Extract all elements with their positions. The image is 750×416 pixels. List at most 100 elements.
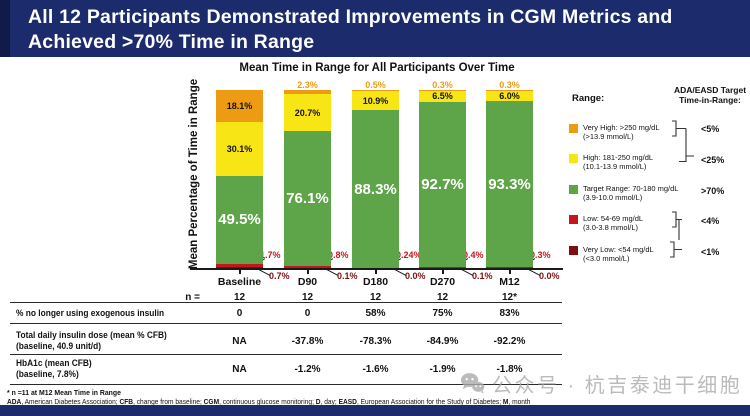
high-swatch-icon (569, 154, 578, 163)
x-label-d180: D180 (362, 276, 389, 288)
segment-high: 20.7% (284, 94, 331, 131)
slide-title: All 12 Participants Demonstrated Improve… (28, 5, 673, 55)
segment-very-low (216, 266, 263, 268)
x-tick (374, 268, 377, 274)
segment-very-high (352, 90, 399, 92)
legend-item-label: Target Range: 70-180 mg/dL (3.9-10.0 mmol… (583, 183, 679, 202)
n-value: 12 (369, 292, 382, 303)
very-low-value-label: 0.1% (337, 271, 358, 281)
legend-item-high: High: 181-250 mg/dL (10.1-13.9 mmol/L) (569, 153, 684, 171)
target-range: >70% (701, 185, 725, 196)
target-low: <4% (701, 216, 720, 226)
table-cell: NA (232, 364, 247, 375)
very-high-value-label: 18.1% (226, 100, 253, 111)
row-label-insulin-dose: Total daily insulin dose (mean % CFB) (16, 330, 167, 341)
table-cell: -1.9% (429, 364, 456, 375)
legend-item-target: Target Range: 70-180 mg/dL (3.9-10.0 mmol… (569, 184, 684, 202)
target-value-label: 76.1% (286, 190, 329, 208)
segment-high: 10.9% (352, 91, 399, 111)
legend-item-very-high: Very High: >250 mg/dL (>13.9 mmol/L) (569, 123, 684, 141)
slide-title-line2: Achieved >70% Time in Range (28, 31, 315, 53)
segment-very-high (486, 90, 533, 91)
x-label-m12: M12 (499, 276, 520, 288)
bar-stack: 88.3% 10.9% (352, 90, 399, 268)
table-cell: 75% (432, 308, 453, 319)
row-label-insulin-dose-baseline: (baseline, 40.9 unit/d) (16, 341, 102, 352)
legend-item-label: Very High: >250 mg/dL (>13.9 mmol/L) (583, 122, 660, 141)
legend-target-header-line2: Time-in-Range: (679, 94, 741, 105)
very-low-value-label: 0.1% (472, 271, 493, 281)
low-value-label: 0.24% (396, 250, 422, 260)
bar-stack: 49.5% 30.1% 18.1% (216, 89, 263, 268)
table-cell: -1.8% (496, 364, 523, 375)
table-rule (10, 354, 562, 355)
table-cell: -1.2% (294, 364, 321, 375)
header-left-edge (0, 0, 10, 57)
target-value-label: 49.5% (218, 211, 261, 229)
segment-low (419, 267, 466, 268)
y-axis-label: Mean Percentage of Time in Range (188, 78, 200, 270)
x-tick (508, 268, 511, 274)
abbreviations-note: ADA, American Diabetes Association; CFB,… (7, 397, 531, 406)
bar-stack: 76.1% 20.7% (284, 90, 331, 268)
legend-item-label: Very Low: <54 mg/dL (<3.0 mmol/L) (583, 244, 654, 263)
target-value-label: 92.7% (421, 176, 464, 194)
bar-d90: 2.3% 0.8% 0.1% 76.1% 20.7% (284, 80, 358, 281)
table-cell: 58% (365, 308, 386, 319)
bar-m12: 0.3% 0.3% 0.0% 93.3% 6.0% (486, 80, 560, 281)
very-high-value-label: 0.3% (432, 80, 453, 90)
x-label-d90: D90 (297, 276, 318, 288)
target-value-label: 88.3% (354, 180, 397, 198)
low-value-label: 0.4% (463, 250, 484, 260)
table-cell: 0 (236, 308, 243, 319)
very-high-value-label: 0.3% (499, 80, 520, 90)
n-value: 12 (301, 292, 314, 303)
wechat-icon (460, 373, 485, 394)
x-label-baseline: Baseline (217, 276, 262, 288)
high-value-label: 6.0% (499, 91, 520, 102)
watermark-text: 公众号 · 杭吉泰迪干细胞 (492, 375, 743, 397)
bar-d270: 0.3% 0.4% 0.1% 92.7% 6.5% (419, 80, 493, 281)
bar-stack: 92.7% 6.5% (419, 90, 466, 268)
bottom-bar (0, 405, 750, 416)
table-cell: 0 (304, 308, 311, 319)
legend-range-header: Range: (572, 93, 605, 104)
row-label-insulin-free: % no longer using exogenous insulin (16, 308, 165, 319)
high-value-label: 10.9% (362, 95, 389, 106)
table-cell: NA (232, 336, 247, 347)
legend-item-label: High: 181-250 mg/dL (10.1-13.9 mmol/L) (583, 153, 654, 171)
legend-brackets (670, 120, 694, 258)
segment-low (284, 266, 331, 268)
legend-target-header: ADA/EASD Target Time-in-Range: (663, 85, 750, 105)
segment-target: 88.3% (352, 110, 399, 268)
x-tick (441, 268, 444, 274)
very-low-value-label: 0.0% (539, 271, 560, 281)
segment-very-high: 18.1% (216, 89, 263, 123)
low-value-label: 1.7% (260, 250, 281, 260)
table-cell: -1.6% (362, 364, 389, 375)
very-high-swatch-icon (569, 123, 578, 133)
table-rule (10, 323, 562, 324)
n-value: 12* (501, 292, 517, 303)
very-low-swatch-icon (569, 245, 578, 255)
segment-target: 49.5% (216, 175, 263, 264)
chart-title: Mean Time in Range for All Participants … (239, 62, 515, 74)
very-high-value-label: 2.3% (297, 80, 318, 90)
table-cell: 83% (499, 308, 520, 319)
table-rule (10, 384, 562, 385)
segment-target: 92.7% (419, 102, 466, 268)
bar-stack: 93.3% 6.0% (486, 90, 533, 268)
low-swatch-icon (569, 215, 578, 224)
slide-title-line1: All 12 Participants Demonstrated Improve… (28, 6, 673, 28)
target-very-high: <5% (701, 124, 720, 134)
high-value-label: 30.1% (226, 143, 253, 154)
n-value: 12 (233, 292, 246, 303)
n-value: 12 (436, 292, 449, 303)
low-value-label: 0.8% (328, 250, 349, 260)
very-low-value-label: 0.0% (405, 271, 426, 281)
segment-low (216, 263, 263, 267)
table-cell: -92.2% (493, 336, 526, 347)
high-value-label: 20.7% (294, 107, 321, 118)
legend-item-label: Low: 54-69 mg/dL (3.0-3.8 mmol/L) (583, 214, 644, 232)
